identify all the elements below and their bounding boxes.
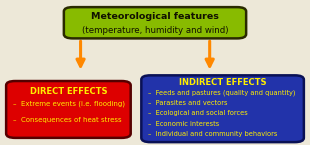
- Text: DIRECT EFFECTS: DIRECT EFFECTS: [30, 87, 107, 96]
- Text: –  Extreme events (i.e. flooding): – Extreme events (i.e. flooding): [13, 100, 125, 107]
- FancyBboxPatch shape: [64, 7, 246, 38]
- FancyBboxPatch shape: [141, 75, 304, 142]
- Text: (temperature, humidity and wind): (temperature, humidity and wind): [82, 26, 228, 35]
- Text: –  Ecological and social forces: – Ecological and social forces: [148, 110, 248, 116]
- Text: INDIRECT EFFECTS: INDIRECT EFFECTS: [179, 78, 266, 87]
- Text: –  Feeds and pastures (quality and quantity): – Feeds and pastures (quality and quanti…: [148, 89, 295, 96]
- Text: Meteorological features: Meteorological features: [91, 12, 219, 21]
- Text: –  Individual and community behaviors: – Individual and community behaviors: [148, 131, 277, 137]
- FancyBboxPatch shape: [6, 81, 131, 138]
- Text: –  Economic interests: – Economic interests: [148, 121, 219, 127]
- Text: –  Consequences of heat stress: – Consequences of heat stress: [13, 117, 122, 123]
- Text: –  Parasites and vectors: – Parasites and vectors: [148, 100, 228, 106]
